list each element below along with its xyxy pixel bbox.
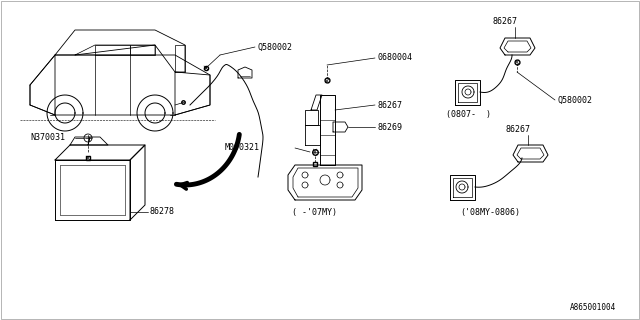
Text: ('08MY-0806): ('08MY-0806)	[460, 207, 520, 217]
Text: A865001004: A865001004	[570, 303, 616, 313]
Text: Q580002: Q580002	[557, 95, 592, 105]
Text: ( -'07MY): ( -'07MY)	[292, 207, 337, 217]
Text: Q580002: Q580002	[257, 43, 292, 52]
Text: M000321: M000321	[225, 143, 260, 153]
Text: (0807-  ): (0807- )	[445, 110, 490, 119]
Text: 0680004: 0680004	[377, 53, 412, 62]
Text: 86267: 86267	[493, 18, 518, 27]
Text: 86278: 86278	[150, 207, 175, 217]
Text: 86267: 86267	[506, 125, 531, 134]
Text: 86269: 86269	[377, 123, 402, 132]
Text: N370031: N370031	[30, 133, 65, 142]
Text: 86267: 86267	[377, 100, 402, 109]
